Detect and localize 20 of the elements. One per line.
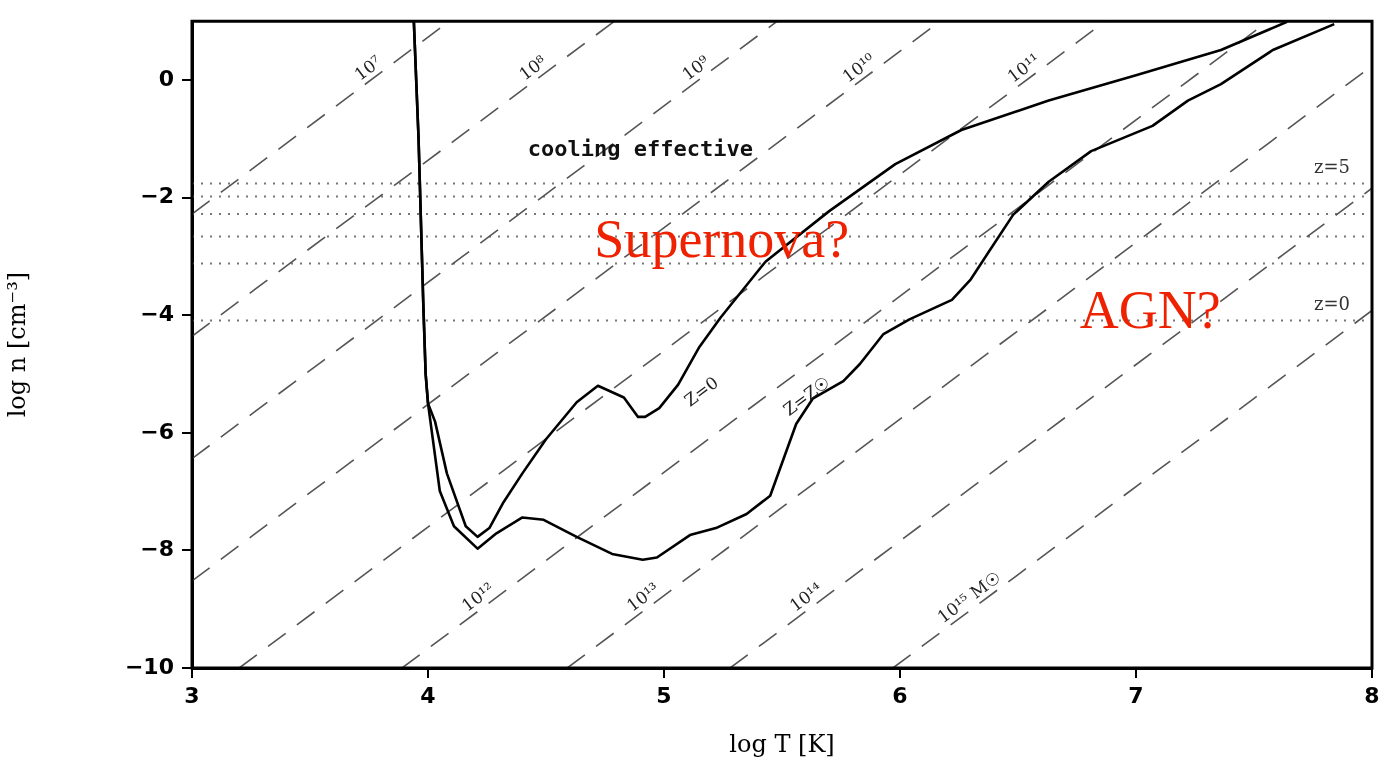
annotation: AGN? bbox=[1079, 279, 1221, 340]
x-tick-label: 8 bbox=[1364, 682, 1380, 708]
y-tick-label: −2 bbox=[140, 183, 174, 209]
y-tick-label: −6 bbox=[140, 418, 174, 444]
y-tick-label: −8 bbox=[140, 536, 174, 562]
x-axis-title: log T [K] bbox=[729, 729, 835, 758]
x-tick-label: 4 bbox=[420, 682, 436, 708]
y-tick-label: −10 bbox=[124, 653, 174, 679]
text: 10⁹ bbox=[678, 51, 714, 85]
text: 10⁷ bbox=[350, 51, 386, 85]
y-tick-label: 0 bbox=[158, 65, 174, 91]
annotation: z=5 bbox=[1313, 156, 1350, 178]
y-tick-label: −4 bbox=[140, 300, 174, 326]
x-tick-label: 5 bbox=[656, 682, 672, 708]
text: 10⁸ bbox=[515, 51, 551, 85]
y-axis-title: log n [cm⁻³] bbox=[2, 271, 31, 418]
annotation: z=0 bbox=[1313, 293, 1350, 315]
x-tick-label: 3 bbox=[184, 682, 200, 708]
x-tick-label: 7 bbox=[1128, 682, 1144, 708]
x-tick-label: 6 bbox=[892, 682, 908, 708]
